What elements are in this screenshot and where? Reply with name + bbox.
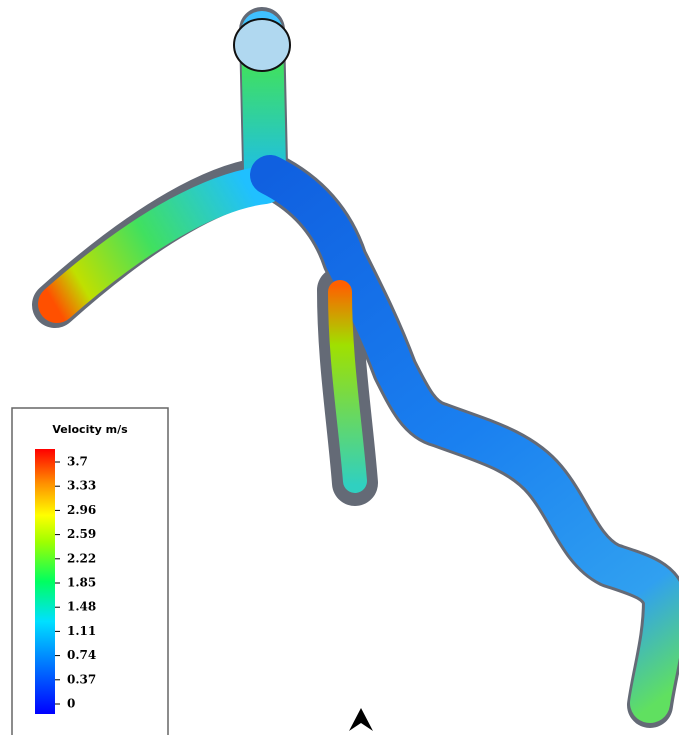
tick-label: 0 xyxy=(67,697,75,711)
tick-label: 2.59 xyxy=(67,527,96,541)
tick-label: 1.85 xyxy=(67,576,96,590)
orientation-arrow xyxy=(349,708,373,731)
legend-title: Velocity m/s xyxy=(52,423,128,436)
tick-label: 3.33 xyxy=(67,479,96,493)
tick-label: 0.74 xyxy=(67,648,96,662)
vessel xyxy=(32,7,679,728)
main-branch xyxy=(250,155,679,723)
left-branch xyxy=(38,166,284,323)
tick-label: 1.48 xyxy=(67,600,96,614)
top-opening xyxy=(233,18,291,72)
small-branch xyxy=(328,280,367,493)
colorbar xyxy=(35,449,55,714)
legend: Velocity m/s 3.7 3.33 2.96 2.59 2.22 1.85 1.48… xyxy=(11,407,169,735)
tick-label: 2.22 xyxy=(67,551,96,565)
tick-label: 1.11 xyxy=(67,624,96,638)
tick-label: 3.7 xyxy=(67,455,88,469)
tick-label: 2.96 xyxy=(67,503,96,517)
tick-label: 0.37 xyxy=(67,672,96,686)
